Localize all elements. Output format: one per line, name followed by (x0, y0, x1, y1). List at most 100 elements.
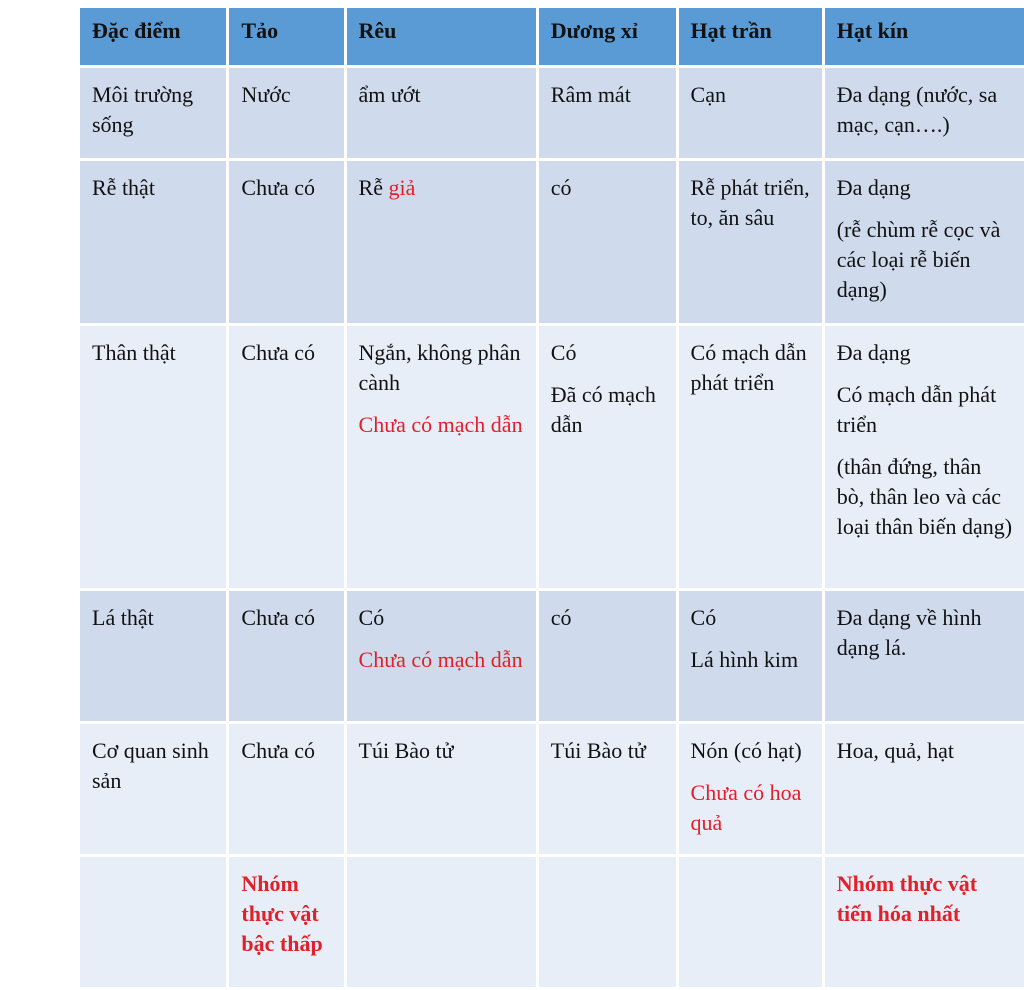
cell-paragraph: Nhóm thực vật bậc thấp (241, 869, 333, 959)
table-cell: Cạn (678, 68, 822, 158)
cell-text: Nón (có hạt) (690, 738, 802, 763)
cell-paragraph: Chưa có (241, 338, 333, 368)
cell-text: Nước (241, 82, 291, 107)
cell-paragraph: Hoa, quả, hạt (837, 736, 1014, 766)
cell-text: có (550, 605, 572, 630)
table-cell: Cơ quan sinh sản (80, 724, 227, 854)
cell-text: Đa dạng về hình dạng lá. (836, 605, 982, 660)
table-cell: Rễ giả (346, 161, 536, 323)
cell-paragraph: Nước (241, 80, 333, 110)
cell-text: Lá thật (92, 605, 154, 630)
cell-paragraph: (thân đứng, thân bò, thân leo và các loạ… (837, 452, 1014, 542)
table-cell: Đa dạng (nước, sa mạc, cạn….) (824, 68, 1024, 158)
table-cell: Có mạch dẫn phát triển (678, 326, 822, 588)
cell-text: Hoa, quả, hạt (836, 738, 955, 763)
cell-paragraph: Nhóm thực vật tiến hóa nhất (837, 869, 1014, 929)
cell-paragraph: Lá hình kim (691, 645, 812, 675)
table-cell: Nhóm thực vật tiến hóa nhất (824, 857, 1024, 987)
cell-text: Có (690, 605, 717, 630)
cell-text: Môi trường sống (92, 82, 194, 137)
cell-paragraph: Cơ quan sinh sản (92, 736, 216, 796)
column-header: Tảo (229, 8, 344, 65)
plant-comparison-table: Đặc điểm Tảo Rêu Dương xỉ Hạt trần Hạt kín Mô… (77, 5, 1024, 990)
table-cell: Đa dạng về hình dạng lá. (824, 591, 1024, 721)
table-cell: Thân thật (80, 326, 227, 588)
cell-text: Lá hình kim (690, 647, 799, 672)
cell-text: Có mạch dẫn phát triển (690, 340, 807, 395)
table-row: Thân thật Chưa có Ngắn, không phân cành Chư… (80, 326, 1024, 588)
table-row: Nhóm thực vật bậc thấp Nhóm thực vật tiến… (80, 857, 1024, 987)
cell-paragraph: Đa dạng về hình dạng lá. (837, 603, 1014, 663)
cell-paragraph: Túi Bào tử (551, 736, 666, 766)
cell-paragraph: Nón (có hạt) (691, 736, 812, 766)
table-cell: Đa dạng (rễ chùm rễ cọc và các loại rễ bi… (824, 161, 1024, 323)
column-header: Đặc điểm (80, 8, 227, 65)
highlight-text: Chưa có mạch dẫn (358, 412, 523, 437)
cell-text: Túi Bào tử (550, 738, 646, 763)
table-cell: Rễ phát triển, to, ăn sâu (678, 161, 822, 323)
cell-text: Chưa có (241, 738, 316, 763)
table-cell: Môi trường sống (80, 68, 227, 158)
cell-paragraph: Đã có mạch dẫn (551, 380, 666, 440)
cell-paragraph: Có mạch dẫn phát triển (691, 338, 812, 398)
column-header: Hạt kín (824, 8, 1024, 65)
cell-paragraph: Đa dạng (837, 338, 1014, 368)
table-cell: Có Đã có mạch dẫn (538, 326, 676, 588)
cell-paragraph: Có (551, 338, 666, 368)
table-cell: Túi Bào tử (538, 724, 676, 854)
cell-text: Chưa có (241, 175, 316, 200)
cell-paragraph: Rễ giả (359, 173, 526, 203)
table-cell: Có Chưa có mạch dẫn (346, 591, 536, 721)
cell-text: Túi Bào tử (358, 738, 454, 763)
cell-text: Có (358, 605, 385, 630)
table-cell: Chưa có (229, 161, 344, 323)
cell-text: Râm mát (550, 82, 631, 107)
cell-text: Rễ phát triển, to, ăn sâu (690, 175, 810, 230)
header-row: Đặc điểm Tảo Rêu Dương xỉ Hạt trần Hạt kín (80, 8, 1024, 65)
cell-paragraph: Thân thật (92, 338, 216, 368)
cell-paragraph: Đa dạng (837, 173, 1014, 203)
table-cell: Đa dạng Có mạch dẫn phát triển (thân đứng,… (824, 326, 1024, 588)
highlight-text: Nhóm thực vật bậc thấp (241, 871, 323, 956)
table-cell: Ngắn, không phân cành Chưa có mạch dẫn (346, 326, 536, 588)
cell-text: Đa dạng (836, 175, 911, 200)
table-cell (678, 857, 822, 987)
cell-text: Đa dạng (836, 340, 911, 365)
highlight-text: Chưa có mạch dẫn (358, 647, 523, 672)
table-cell: Lá thật (80, 591, 227, 721)
table-cell: có (538, 591, 676, 721)
table-row: Môi trường sống Nước ẩm ướt Râm mát Cạn Đa dạ… (80, 68, 1024, 158)
highlight-text: Nhóm thực vật tiến hóa nhất (836, 871, 978, 926)
table-cell (80, 857, 227, 987)
cell-text: (thân đứng, thân bò, thân leo và các loạ… (836, 454, 1013, 539)
cell-paragraph: Có (691, 603, 812, 633)
table-cell: Nhóm thực vật bậc thấp (229, 857, 344, 987)
cell-paragraph: Chưa có mạch dẫn (359, 645, 526, 675)
cell-paragraph: Chưa có (241, 173, 333, 203)
cell-text: Cơ quan sinh sản (92, 738, 209, 793)
cell-paragraph: Ngắn, không phân cành (359, 338, 526, 398)
cell-paragraph: Có mạch dẫn phát triển (837, 380, 1014, 440)
cell-paragraph: Môi trường sống (92, 80, 216, 140)
table-cell: có (538, 161, 676, 323)
table-cell: Túi Bào tử (346, 724, 536, 854)
table-cell: Chưa có (229, 724, 344, 854)
cell-text: Rễ thật (92, 175, 155, 200)
cell-text: Có mạch dẫn phát triển (836, 382, 997, 437)
table-cell: Nón (có hạt) Chưa có hoa quả (678, 724, 822, 854)
cell-paragraph: Túi Bào tử (359, 736, 526, 766)
column-header: Dương xỉ (538, 8, 676, 65)
highlight-text: Chưa có hoa quả (690, 780, 802, 835)
cell-text: Cạn (690, 82, 726, 107)
table-cell: Có Lá hình kim (678, 591, 822, 721)
table-cell: Chưa có (229, 326, 344, 588)
cell-paragraph: Rễ thật (92, 173, 216, 203)
cell-paragraph: Đa dạng (nước, sa mạc, cạn….) (837, 80, 1014, 140)
cell-text: Chưa có (241, 340, 316, 365)
cell-paragraph: Râm mát (551, 80, 666, 110)
table-cell: Rễ thật (80, 161, 227, 323)
cell-text: Thân thật (92, 340, 176, 365)
table-cell (538, 857, 676, 987)
table-cell: Hoa, quả, hạt (824, 724, 1024, 854)
cell-text: ẩm ướt (358, 82, 421, 107)
